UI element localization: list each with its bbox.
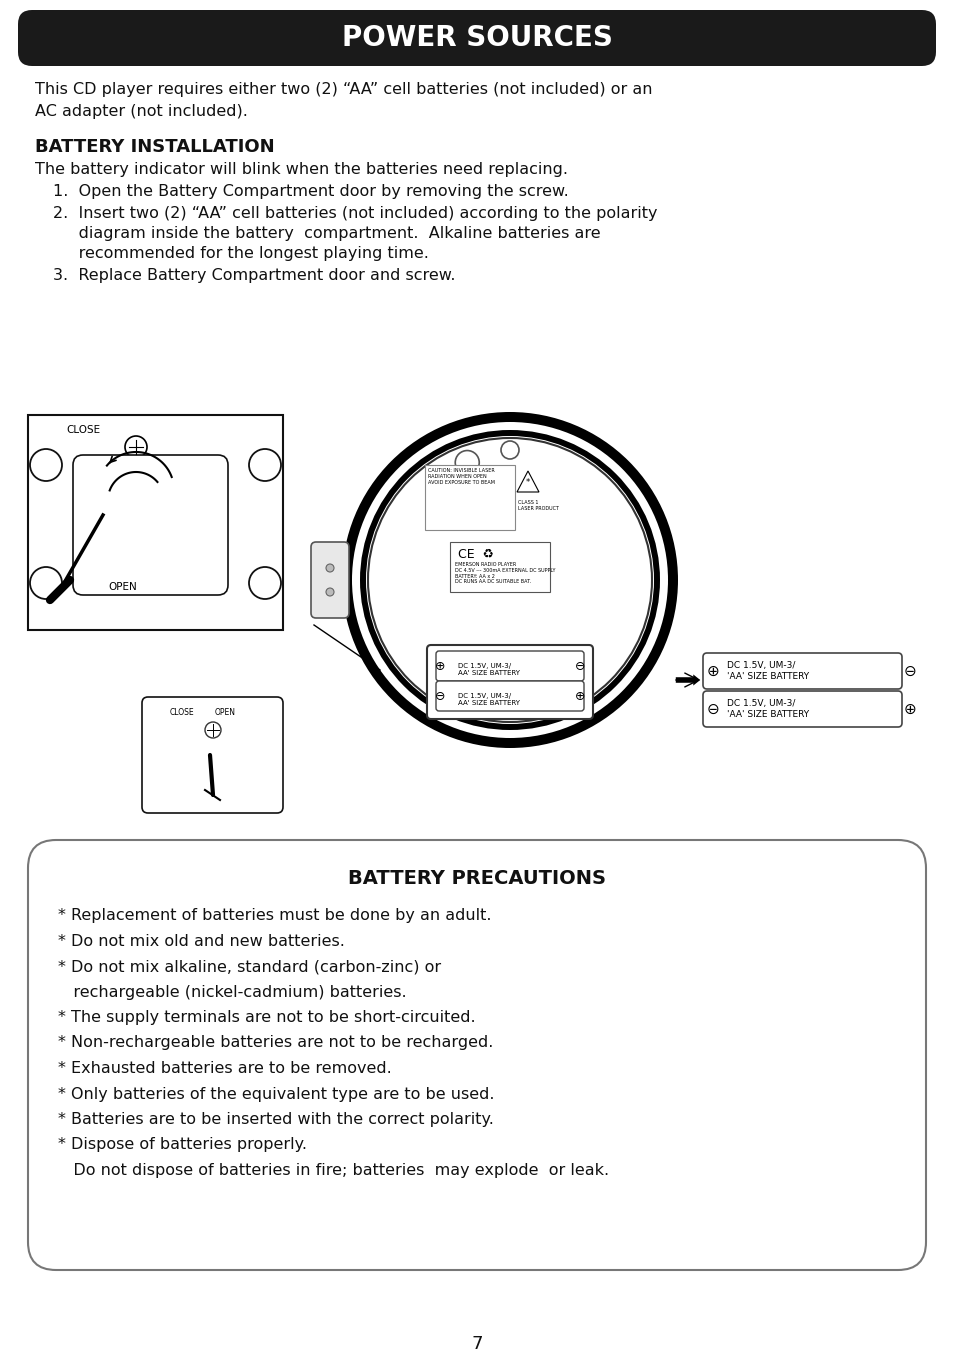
FancyBboxPatch shape [436, 652, 583, 682]
Circle shape [359, 429, 659, 731]
Circle shape [368, 438, 651, 722]
Text: ⊕: ⊕ [902, 702, 916, 717]
Text: POWER SOURCES: POWER SOURCES [341, 25, 612, 52]
Text: DC 1.5V, UM-3/: DC 1.5V, UM-3/ [457, 692, 511, 699]
Circle shape [125, 436, 147, 458]
Text: ⊕: ⊕ [706, 664, 719, 679]
Text: AC adapter (not included).: AC adapter (not included). [35, 104, 248, 119]
Text: BATTERY PRECAUTIONS: BATTERY PRECAUTIONS [348, 868, 605, 887]
Text: 1.  Open the Battery Compartment door by removing the screw.: 1. Open the Battery Compartment door by … [53, 184, 568, 199]
Circle shape [249, 567, 281, 598]
Bar [424, 465, 515, 530]
Text: EMERSON RADIO PLAYER
DC 4.5V --- 300mA EXTERNAL DC SUPPLY
BATTERY: AA x 2
DC RUN: EMERSON RADIO PLAYER DC 4.5V --- 300mA E… [455, 562, 555, 585]
FancyBboxPatch shape [18, 10, 935, 65]
Text: 3.  Replace Battery Compartment door and screw.: 3. Replace Battery Compartment door and … [53, 269, 455, 284]
Text: OPEN: OPEN [214, 707, 235, 717]
Polygon shape [517, 472, 538, 492]
Circle shape [341, 412, 678, 748]
Text: * Exhausted batteries are to be removed.: * Exhausted batteries are to be removed. [58, 1060, 392, 1075]
FancyBboxPatch shape [702, 691, 901, 726]
Text: CLASS 1
LASER PRODUCT: CLASS 1 LASER PRODUCT [517, 500, 558, 511]
Text: ⊖: ⊖ [902, 664, 916, 679]
Text: * The supply terminals are not to be short-circuited.: * The supply terminals are not to be sho… [58, 1010, 476, 1025]
Text: rechargeable (nickel-cadmium) batteries.: rechargeable (nickel-cadmium) batteries. [58, 984, 406, 999]
Text: The battery indicator will blink when the batteries need replacing.: The battery indicator will blink when th… [35, 162, 567, 177]
Text: diagram inside the battery  compartment.  Alkaline batteries are: diagram inside the battery compartment. … [53, 226, 600, 241]
FancyBboxPatch shape [436, 682, 583, 711]
Text: 7: 7 [471, 1334, 482, 1353]
Circle shape [30, 567, 62, 598]
Text: recommended for the longest playing time.: recommended for the longest playing time… [53, 245, 429, 260]
Bar [450, 542, 550, 592]
Circle shape [455, 686, 478, 710]
Text: ⊕: ⊕ [435, 660, 445, 672]
Circle shape [352, 423, 667, 737]
Text: DC 1.5V, UM-3/: DC 1.5V, UM-3/ [457, 662, 511, 669]
Text: * Do not mix alkaline, standard (carbon-zinc) or: * Do not mix alkaline, standard (carbon-… [58, 960, 440, 975]
FancyBboxPatch shape [311, 542, 349, 617]
Circle shape [366, 436, 654, 724]
Text: * Non-rechargeable batteries are not to be recharged.: * Non-rechargeable batteries are not to … [58, 1036, 493, 1051]
Text: *: * [525, 477, 530, 487]
Circle shape [455, 451, 478, 474]
Text: AA' SIZE BATTERY: AA' SIZE BATTERY [457, 671, 519, 676]
FancyBboxPatch shape [427, 645, 593, 720]
Text: * Replacement of batteries must be done by an adult.: * Replacement of batteries must be done … [58, 908, 491, 923]
Text: Do not dispose of batteries in fire; batteries  may explode  or leak.: Do not dispose of batteries in fire; bat… [58, 1163, 608, 1178]
Text: * Only batteries of the equivalent type are to be used.: * Only batteries of the equivalent type … [58, 1086, 494, 1101]
Text: * Batteries are to be inserted with the correct polarity.: * Batteries are to be inserted with the … [58, 1112, 494, 1127]
Text: CLOSE: CLOSE [170, 707, 194, 717]
FancyBboxPatch shape [142, 696, 283, 812]
Circle shape [205, 722, 221, 737]
Circle shape [499, 692, 519, 711]
Text: 2.  Insert two (2) “AA” cell batteries (not included) according to the polarity: 2. Insert two (2) “AA” cell batteries (n… [53, 206, 657, 221]
Bar [28, 414, 283, 630]
FancyBboxPatch shape [73, 455, 228, 596]
Text: This CD player requires either two (2) “AA” cell batteries (not included) or an: This CD player requires either two (2) “… [35, 82, 652, 97]
Text: BATTERY INSTALLATION: BATTERY INSTALLATION [35, 138, 274, 155]
Text: * Do not mix old and new batteries.: * Do not mix old and new batteries. [58, 934, 345, 949]
Text: DC 1.5V, UM-3/
'AA' SIZE BATTERY: DC 1.5V, UM-3/ 'AA' SIZE BATTERY [726, 699, 808, 720]
Text: CLOSE: CLOSE [66, 425, 100, 435]
FancyBboxPatch shape [702, 653, 901, 690]
Text: ⊖: ⊖ [706, 702, 719, 717]
Circle shape [30, 448, 62, 481]
Circle shape [326, 564, 334, 572]
Text: CAUTION: INVISIBLE LASER
RADIATION WHEN OPEN
AVOID EXPOSURE TO BEAM: CAUTION: INVISIBLE LASER RADIATION WHEN … [428, 468, 495, 485]
Text: ⊖: ⊖ [574, 660, 584, 672]
Circle shape [249, 448, 281, 481]
Circle shape [326, 587, 334, 596]
Text: DC 1.5V, UM-3/
'AA' SIZE BATTERY: DC 1.5V, UM-3/ 'AA' SIZE BATTERY [726, 661, 808, 682]
FancyBboxPatch shape [28, 840, 925, 1270]
Text: OPEN: OPEN [108, 582, 136, 592]
Text: ⊕: ⊕ [574, 690, 584, 702]
Circle shape [500, 442, 518, 459]
Text: AA' SIZE BATTERY: AA' SIZE BATTERY [457, 701, 519, 706]
Text: CE  ♻: CE ♻ [457, 548, 494, 562]
Text: * Dispose of batteries properly.: * Dispose of batteries properly. [58, 1138, 307, 1153]
Text: ⊖: ⊖ [435, 690, 445, 702]
